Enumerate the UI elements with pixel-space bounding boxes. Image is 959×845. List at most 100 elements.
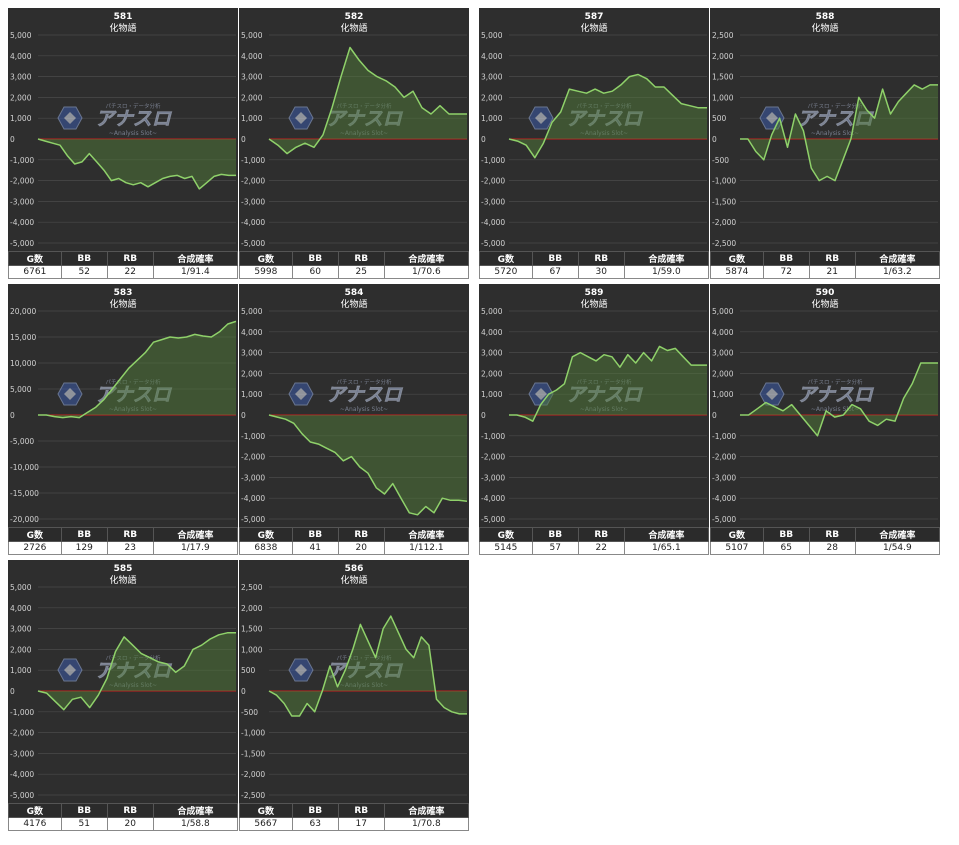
y-tick-label: 1,000 — [481, 390, 503, 399]
stats-header: 合成確率 — [152, 527, 239, 542]
stats-header: RB — [337, 803, 385, 818]
y-tick-label: 500 — [241, 666, 256, 675]
svg-text:~Analysis Slot~: ~Analysis Slot~ — [811, 130, 859, 137]
y-tick-label: -2,000 — [10, 177, 34, 186]
chart-subtitle: 化物語 — [340, 298, 367, 310]
stat-rate: 1/54.9 — [854, 541, 941, 555]
chart-panel: 590 化物語 5,000 4,000 3,000 2,000 1,000 0 -1,000 -2… — [710, 284, 941, 555]
y-tick-label: 1,500 — [241, 625, 263, 634]
series-area — [269, 616, 467, 716]
y-tick-label: 4,000 — [241, 328, 263, 337]
stats-table: G数 BB RB 合成確率 5874 72 21 1/63.2 — [710, 251, 941, 279]
stat-bb: 63 — [291, 817, 339, 831]
y-tick-label: -3,000 — [10, 197, 34, 206]
y-tick-label: -20,000 — [10, 515, 39, 524]
y-tick-label: -1,000 — [241, 432, 265, 441]
y-tick-label: 4,000 — [241, 52, 263, 61]
y-tick-label: -4,000 — [481, 494, 505, 503]
y-tick-label: -500 — [712, 156, 729, 165]
chart-title: 590 — [816, 288, 835, 298]
chart-panel: 585 化物語 5,000 4,000 3,000 2,000 1,000 0 -1,000 -2… — [8, 560, 239, 831]
stats-header: G数 — [8, 803, 62, 818]
y-tick-label: 3,000 — [10, 73, 32, 82]
svg-text:パチスロ・データ分析: パチスロ・データ分析 — [105, 102, 161, 110]
svg-text:パチスロ・データ分析: パチスロ・データ分析 — [336, 378, 392, 386]
y-tick-label: -2,000 — [481, 177, 505, 186]
stats-header: G数 — [8, 251, 62, 266]
y-tick-label: 2,000 — [10, 93, 32, 102]
y-tick-label: 4,000 — [10, 604, 32, 613]
series-area — [740, 363, 938, 436]
stats-header: G数 — [8, 527, 62, 542]
stats-header: RB — [337, 251, 385, 266]
y-tick-label: 0 — [241, 687, 246, 696]
y-tick-label: -3,000 — [481, 473, 505, 482]
stats-header: G数 — [239, 527, 293, 542]
y-tick-label: 3,000 — [481, 349, 503, 358]
stats-header: BB — [762, 527, 810, 542]
stat-rb: 22 — [106, 265, 154, 279]
y-tick-label: -3,000 — [241, 473, 265, 482]
y-tick-label: 5,000 — [10, 31, 32, 40]
stats-header: 合成確率 — [152, 251, 239, 266]
series-area — [38, 321, 236, 418]
stat-games: 5145 — [479, 541, 533, 555]
svg-text:~Analysis Slot~: ~Analysis Slot~ — [340, 406, 388, 413]
stats-header: 合成確率 — [383, 527, 470, 542]
chart-subtitle: 化物語 — [340, 574, 367, 586]
svg-text:~Analysis Slot~: ~Analysis Slot~ — [811, 406, 859, 413]
stats-header: BB — [291, 527, 339, 542]
stat-rb: 22 — [577, 541, 625, 555]
series-area — [269, 415, 467, 515]
stat-games: 5720 — [479, 265, 533, 279]
stat-rate: 1/17.9 — [152, 541, 239, 555]
y-tick-label: 2,000 — [10, 645, 32, 654]
stats-header: RB — [106, 527, 154, 542]
svg-text:~Analysis Slot~: ~Analysis Slot~ — [109, 130, 157, 137]
stats-table: G数 BB RB 合成確率 5998 60 25 1/70.6 — [239, 251, 470, 279]
watermark-logo: アナスロ~Analysis Slot~ パチスロ・データ分析 — [759, 378, 875, 413]
y-tick-label: -4,000 — [241, 494, 265, 503]
stats-header: G数 — [710, 527, 764, 542]
y-tick-label: 500 — [712, 114, 727, 123]
stats-header: BB — [60, 527, 108, 542]
y-tick-label: -5,000 — [241, 515, 265, 524]
series-line — [740, 362, 938, 437]
chart-subtitle: 化物語 — [580, 298, 607, 310]
y-tick-label: -1,000 — [10, 156, 34, 165]
y-tick-label: 2,000 — [712, 52, 734, 61]
stat-rate: 1/70.8 — [383, 817, 470, 831]
y-tick-label: -1,000 — [712, 432, 736, 441]
y-tick-label: 5,000 — [241, 31, 263, 40]
y-tick-label: 15,000 — [10, 333, 36, 342]
stats-header: 合成確率 — [854, 527, 941, 542]
series-line — [509, 345, 707, 422]
y-tick-label: -15,000 — [10, 489, 39, 498]
y-tick-label: 1,000 — [241, 645, 263, 654]
y-tick-label: -10,000 — [10, 463, 39, 472]
series-area — [38, 139, 236, 189]
y-tick-label: 1,000 — [241, 114, 263, 123]
y-tick-label: 0 — [10, 135, 15, 144]
stat-rate: 1/58.8 — [152, 817, 239, 831]
y-tick-label: -2,500 — [241, 791, 265, 800]
y-tick-label: 2,500 — [241, 583, 263, 592]
y-tick-label: 1,000 — [712, 390, 734, 399]
stat-games: 6761 — [8, 265, 62, 279]
y-tick-label: -3,000 — [712, 473, 736, 482]
stats-header: BB — [60, 251, 108, 266]
stats-table: G数 BB RB 合成確率 5720 67 30 1/59.0 — [479, 251, 710, 279]
chart-background — [8, 8, 238, 251]
y-tick-label: -5,000 — [712, 515, 736, 524]
y-tick-label: 2,000 — [241, 93, 263, 102]
y-tick-label: 0 — [10, 411, 15, 420]
chart-title: 582 — [345, 12, 364, 22]
y-tick-label: 3,000 — [712, 349, 734, 358]
stat-bb: 51 — [60, 817, 108, 831]
stats-header: RB — [106, 803, 154, 818]
